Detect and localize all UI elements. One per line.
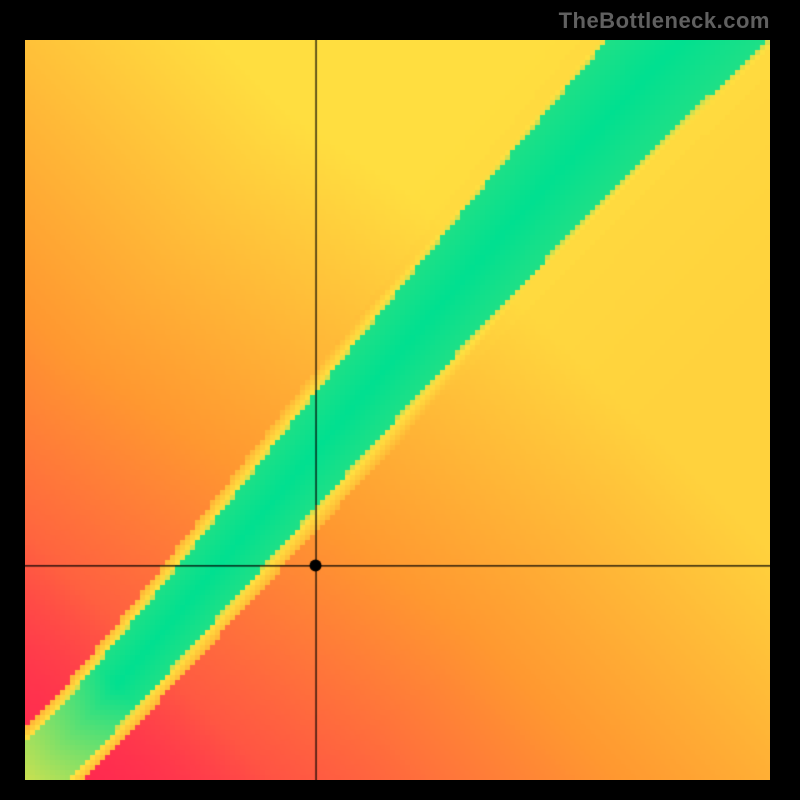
bottleneck-heatmap xyxy=(25,40,770,780)
attribution-text: TheBottleneck.com xyxy=(559,8,770,34)
chart-container: TheBottleneck.com xyxy=(0,0,800,800)
